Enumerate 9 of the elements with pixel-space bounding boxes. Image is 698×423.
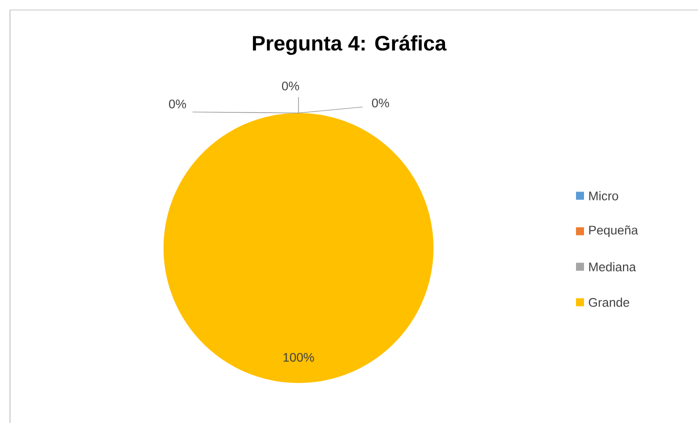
text: 0%	[282, 82, 300, 90]
chart-title: Pregunta 4: Gráfica	[252, 35, 447, 55]
data-label: 100%	[284, 352, 314, 362]
legend-label: Pequeña	[589, 225, 638, 238]
text: 0%	[168, 100, 186, 108]
text: 0%	[372, 98, 390, 108]
legend-label: Micro	[589, 191, 618, 200]
legend-label: Grande	[588, 298, 630, 307]
legend-label: Mediana	[589, 262, 636, 272]
